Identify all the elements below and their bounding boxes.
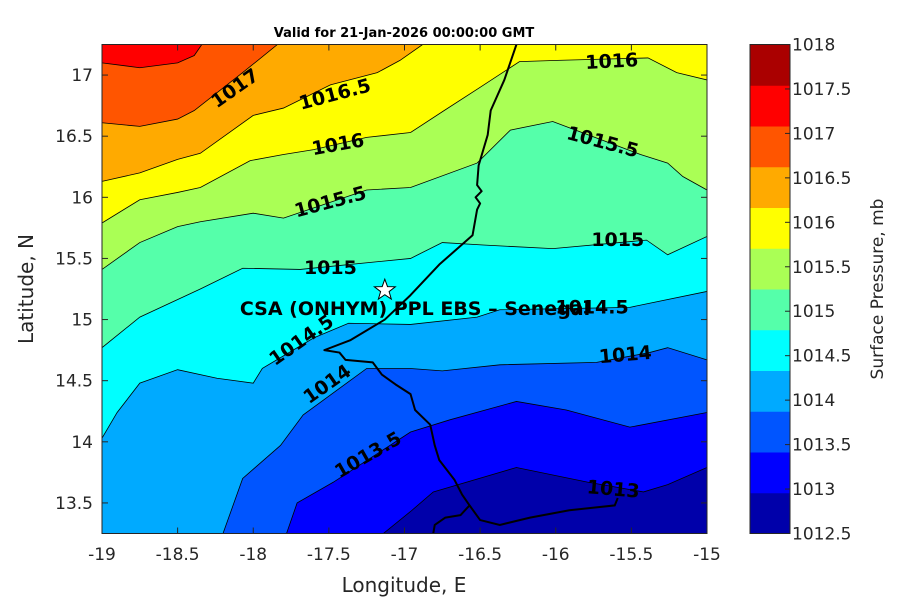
x-tick-label: -18 [239, 545, 267, 565]
colorbar-tick-label: 1014 [792, 391, 835, 411]
contour-line-1013-5 [286, 401, 707, 534]
colorbar-label: Surface Pressure, mb [868, 199, 888, 380]
colorbar-tick-label: 1016.5 [792, 169, 851, 189]
colorbar-swatch [750, 126, 790, 168]
x-tick-label: -15 [693, 545, 721, 565]
gambia-river-line [468, 497, 619, 526]
x-tick-label: -16.5 [458, 545, 502, 565]
y-tick-label: 15 [71, 311, 93, 331]
x-axis-label: Longitude, E [342, 573, 467, 597]
chart-title: Valid for 21-Jan-2026 00:00:00 GMT [274, 26, 535, 41]
y-tick-label: 15.5 [55, 249, 93, 269]
contour-label: 1016 [585, 49, 639, 74]
colorbar-tick-label: 1013.5 [792, 436, 851, 456]
colorbar-tick-label: 1012.5 [792, 525, 851, 545]
x-axis-ticks: -19 -18.5 -18 -17.5 -17 -16.5 -16 -15.5 -15 [88, 44, 721, 565]
pressure-band-above-1017-5 [102, 44, 202, 68]
y-tick-label: 17 [71, 66, 93, 86]
colorbar-tick-label: 1017 [792, 124, 835, 144]
colorbar-swatch [750, 329, 790, 371]
x-tick-label: -19 [88, 545, 116, 565]
y-tick-label: 16.5 [55, 127, 93, 147]
colorbar-tick-label: 1015 [792, 302, 835, 322]
colorbar-swatch [750, 166, 790, 208]
colorbar-tick-label: 1018 [792, 36, 835, 56]
station-star-icon [372, 277, 397, 301]
y-tick-label: 14 [71, 433, 93, 453]
y-tick-label: 13.5 [55, 494, 93, 514]
colorbar: 1012.5 1013 1013.5 1014 1014.5 1015 1015.5 1016… [749, 36, 851, 545]
colorbar-tick-label: 1014.5 [792, 347, 851, 367]
contour-line-1015-5 [102, 121, 707, 270]
x-tick-label: -15.5 [609, 545, 653, 565]
x-tick-label: -18.5 [156, 545, 200, 565]
contour-label: 1013 [586, 476, 641, 503]
contour-label: 1014 [598, 342, 653, 369]
station-label: CSA (ONHYM) PPL EBS – Senegal [240, 298, 590, 320]
y-tick-label: 14.5 [55, 372, 93, 392]
y-axis-label: Latitude, N [14, 234, 38, 344]
contour-line-1014 [222, 347, 707, 534]
contour-line-1016 [102, 57, 707, 224]
contour-label: 1015 [591, 229, 644, 251]
colorbar-swatch [750, 452, 790, 494]
colorbar-tick-label: 1013 [792, 480, 835, 500]
contour-line-1016-5 [102, 44, 423, 182]
y-axis-ticks: 13.5 14 14.5 15 15.5 16 16.5 17 [55, 66, 707, 514]
x-tick-label: -17.5 [307, 545, 351, 565]
x-tick-label: -17 [391, 545, 419, 565]
contour-label: 1014.5 [555, 296, 628, 318]
colorbar-swatch [750, 411, 790, 453]
colorbar-swatch [750, 248, 790, 290]
contour-line-1017-5 [102, 44, 203, 69]
colorbar-swatch [750, 289, 790, 331]
x-tick-label: -16 [542, 545, 570, 565]
colorbar-tick-label: 1017.5 [792, 80, 851, 100]
map-plot-area: 1017 1016.510161015.5101510161015.5101510… [102, 44, 707, 534]
coastline [323, 44, 518, 534]
colorbar-tick-label: 1015.5 [792, 258, 851, 278]
contour-line-1014-5 [102, 291, 707, 439]
colorbar-swatch [750, 207, 790, 249]
contour-line-1017 [102, 44, 278, 127]
colorbar-swatch [750, 370, 790, 412]
colorbar-tick-label: 1016 [792, 213, 835, 233]
contour-line-1015 [102, 236, 707, 348]
y-tick-label: 16 [71, 188, 93, 208]
colorbar-frame [749, 44, 791, 534]
contour-line-1013 [383, 467, 707, 534]
colorbar-swatch [750, 492, 790, 534]
colorbar-swatch [750, 85, 790, 127]
contour-label: 1015 [304, 257, 357, 279]
colorbar-swatch [750, 44, 790, 86]
